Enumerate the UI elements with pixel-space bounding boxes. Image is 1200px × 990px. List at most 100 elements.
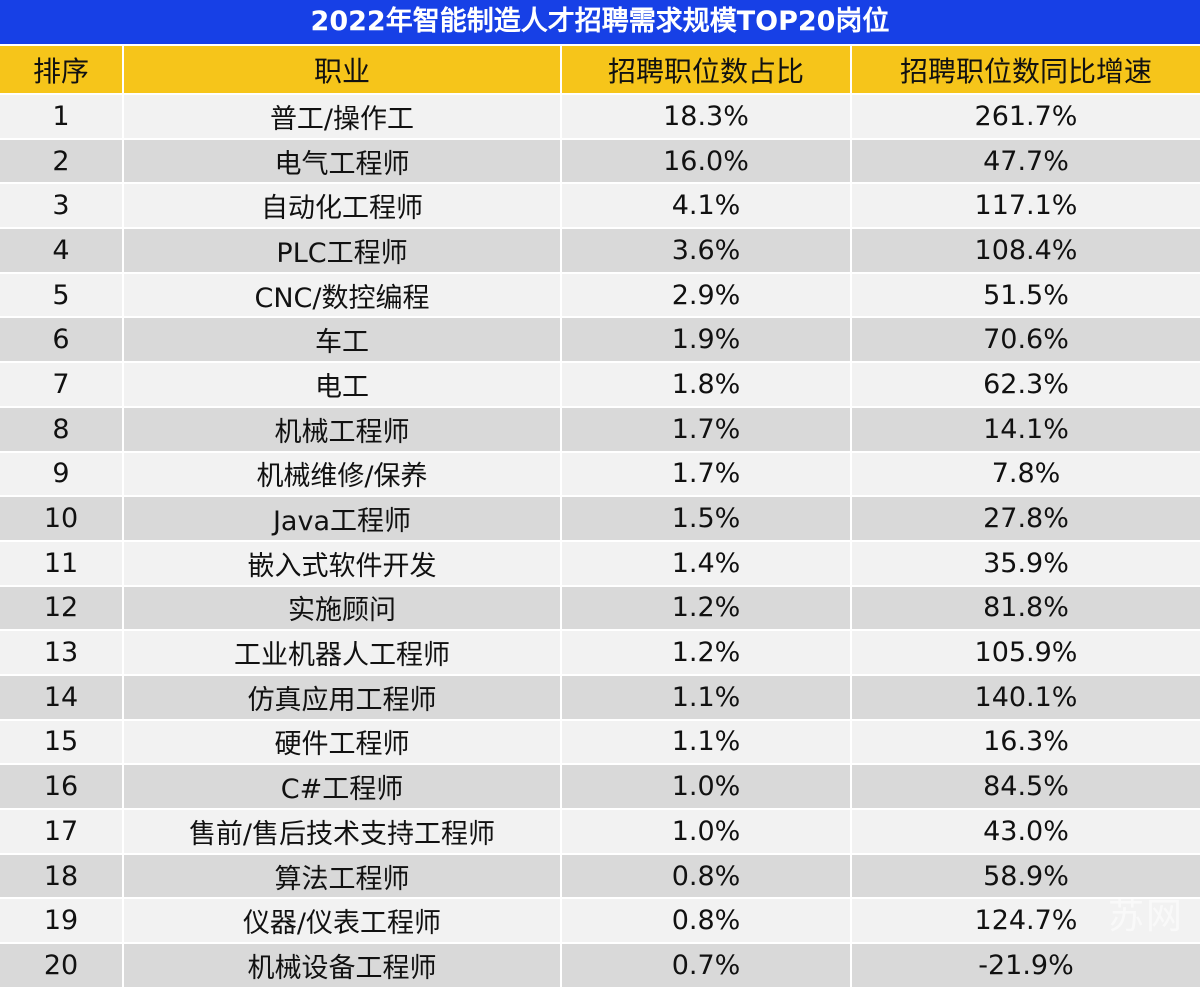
cell-occupation: 实施顾问: [124, 586, 560, 630]
cell-growth: 117.1%: [852, 184, 1200, 228]
cell-share: 18.3%: [562, 95, 850, 138]
data-table: 排序 职业 招聘职位数占比 招聘职位数同比增速 1 普工/操作工 18.3% 261.…: [0, 46, 1200, 989]
cell-occupation: 仪器/仪表工程师: [124, 899, 560, 943]
cell-occupation: Java工程师: [124, 497, 560, 540]
cell-occupation: PLC工程师: [124, 229, 560, 272]
cell-occupation: 机械设备工程师: [124, 944, 560, 987]
table-row: 11 嵌入式软件开发 1.4% 35.9%: [0, 541, 1200, 585]
table-row: 19 仪器/仪表工程师 0.8% 124.7%: [0, 899, 1200, 943]
table-row: 18 算法工程师 0.8% 58.9%: [0, 854, 1200, 898]
cell-growth: 51.5%: [852, 273, 1200, 317]
cell-rank: 13: [0, 631, 122, 674]
cell-growth: 124.7%: [852, 899, 1200, 943]
table-title: 2022年智能制造人才招聘需求规模TOP20岗位: [0, 0, 1200, 44]
table-row: 10 Java工程师 1.5% 27.8%: [0, 497, 1200, 540]
table-row: 17 售前/售后技术支持工程师 1.0% 43.0%: [0, 810, 1200, 853]
header-growth: 招聘职位数同比增速: [852, 46, 1200, 93]
table-row: 13 工业机器人工程师 1.2% 105.9%: [0, 631, 1200, 674]
cell-occupation: 自动化工程师: [124, 184, 560, 228]
table-row: 20 机械设备工程师 0.7% -21.9%: [0, 944, 1200, 987]
cell-share: 1.9%: [562, 318, 850, 362]
cell-rank: 1: [0, 95, 122, 138]
cell-growth: 105.9%: [852, 631, 1200, 674]
cell-share: 4.1%: [562, 184, 850, 228]
cell-occupation: 硬件工程师: [124, 720, 560, 764]
cell-share: 1.7%: [562, 452, 850, 496]
cell-occupation: 工业机器人工程师: [124, 631, 560, 674]
cell-occupation: 电工: [124, 363, 560, 406]
table-row: 1 普工/操作工 18.3% 261.7%: [0, 95, 1200, 138]
header-rank: 排序: [0, 46, 122, 93]
cell-share: 1.1%: [562, 675, 850, 719]
cell-rank: 2: [0, 139, 122, 183]
cell-growth: 62.3%: [852, 363, 1200, 406]
cell-rank: 18: [0, 854, 122, 898]
cell-occupation: 车工: [124, 318, 560, 362]
cell-occupation: C#工程师: [124, 765, 560, 808]
table-row: 2 电气工程师 16.0% 47.7%: [0, 139, 1200, 183]
cell-share: 1.5%: [562, 497, 850, 540]
cell-growth: 84.5%: [852, 765, 1200, 808]
cell-share: 16.0%: [562, 139, 850, 183]
header-share: 招聘职位数占比: [562, 46, 850, 93]
cell-rank: 7: [0, 363, 122, 406]
table-row: 6 车工 1.9% 70.6%: [0, 318, 1200, 362]
cell-rank: 6: [0, 318, 122, 362]
cell-rank: 10: [0, 497, 122, 540]
cell-rank: 20: [0, 944, 122, 987]
cell-share: 3.6%: [562, 229, 850, 272]
cell-share: 1.4%: [562, 541, 850, 585]
cell-share: 0.8%: [562, 899, 850, 943]
cell-share: 0.7%: [562, 944, 850, 987]
cell-occupation: 嵌入式软件开发: [124, 541, 560, 585]
cell-growth: 16.3%: [852, 720, 1200, 764]
cell-share: 0.8%: [562, 854, 850, 898]
cell-rank: 9: [0, 452, 122, 496]
cell-share: 1.2%: [562, 586, 850, 630]
cell-share: 1.1%: [562, 720, 850, 764]
table-row: 3 自动化工程师 4.1% 117.1%: [0, 184, 1200, 228]
table-row: 16 C#工程师 1.0% 84.5%: [0, 765, 1200, 808]
cell-growth: 58.9%: [852, 854, 1200, 898]
cell-rank: 5: [0, 273, 122, 317]
cell-growth: 27.8%: [852, 497, 1200, 540]
cell-rank: 17: [0, 810, 122, 853]
cell-growth: 81.8%: [852, 586, 1200, 630]
cell-occupation: 机械维修/保养: [124, 452, 560, 496]
cell-rank: 3: [0, 184, 122, 228]
cell-rank: 14: [0, 675, 122, 719]
cell-occupation: 机械工程师: [124, 407, 560, 451]
cell-rank: 8: [0, 407, 122, 451]
cell-rank: 16: [0, 765, 122, 808]
table-row: 7 电工 1.8% 62.3%: [0, 363, 1200, 406]
cell-growth: 35.9%: [852, 541, 1200, 585]
table-row: 12 实施顾问 1.2% 81.8%: [0, 586, 1200, 630]
cell-growth: 47.7%: [852, 139, 1200, 183]
table-row: 5 CNC/数控编程 2.9% 51.5%: [0, 273, 1200, 317]
cell-growth: 140.1%: [852, 675, 1200, 719]
cell-share: 1.0%: [562, 810, 850, 853]
cell-growth: 7.8%: [852, 452, 1200, 496]
cell-occupation: CNC/数控编程: [124, 273, 560, 317]
cell-growth: 70.6%: [852, 318, 1200, 362]
cell-occupation: 普工/操作工: [124, 95, 560, 138]
cell-occupation: 电气工程师: [124, 139, 560, 183]
cell-growth: 261.7%: [852, 95, 1200, 138]
cell-rank: 4: [0, 229, 122, 272]
cell-rank: 11: [0, 541, 122, 585]
header-occupation: 职业: [124, 46, 560, 93]
cell-share: 1.7%: [562, 407, 850, 451]
cell-rank: 19: [0, 899, 122, 943]
cell-growth: 14.1%: [852, 407, 1200, 451]
cell-share: 1.0%: [562, 765, 850, 808]
table-row: 8 机械工程师 1.7% 14.1%: [0, 407, 1200, 451]
cell-share: 1.8%: [562, 363, 850, 406]
cell-occupation: 仿真应用工程师: [124, 675, 560, 719]
cell-rank: 12: [0, 586, 122, 630]
cell-growth: -21.9%: [852, 944, 1200, 987]
table-row: 15 硬件工程师 1.1% 16.3%: [0, 720, 1200, 764]
cell-growth: 43.0%: [852, 810, 1200, 853]
cell-share: 2.9%: [562, 273, 850, 317]
table-row: 14 仿真应用工程师 1.1% 140.1%: [0, 675, 1200, 719]
cell-occupation: 售前/售后技术支持工程师: [124, 810, 560, 853]
